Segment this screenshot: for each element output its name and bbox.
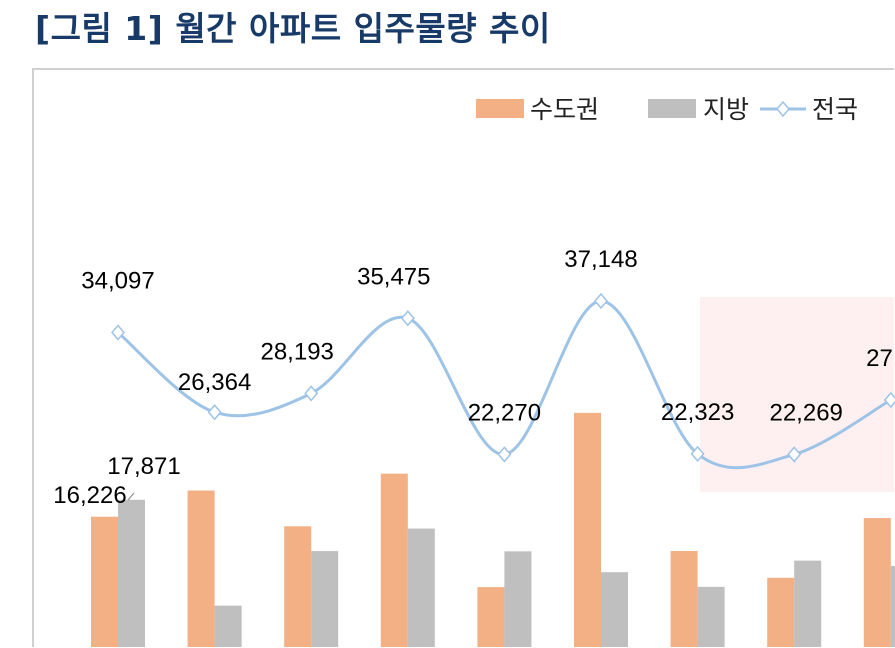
- bar-sudogwon: [670, 551, 698, 647]
- bar-sudogwon: [187, 490, 215, 647]
- chart-frame: [32, 68, 894, 647]
- marker-jeonguk: [111, 324, 125, 341]
- marker-jeonguk: [207, 404, 222, 421]
- bar-sudogwon: [380, 473, 408, 647]
- data-label-jeonguk: 35,475: [357, 263, 430, 290]
- figure-title: [그림 1] 월간 아파트 입주물량 추이: [35, 9, 551, 48]
- bar-jibang: [890, 565, 895, 647]
- legend-marker-icon: [776, 100, 790, 118]
- marker-jeonguk: [497, 446, 512, 463]
- watermark: [700, 297, 894, 492]
- marker-jeonguk: [400, 310, 415, 327]
- bar-sudogwon: [284, 526, 312, 647]
- legend-swatch-sudogwon: [476, 99, 524, 118]
- leader-line: [127, 492, 135, 501]
- bar-sudogwon: [477, 587, 505, 647]
- bar-jibang: [794, 560, 822, 647]
- legend-swatch-jibang: [648, 99, 696, 118]
- bar-jibang: [601, 572, 628, 647]
- data-label-jeonguk: 22,323: [661, 399, 734, 426]
- data-label-jeonguk: 28,193: [260, 338, 333, 365]
- bar-sudogwon: [91, 516, 118, 647]
- bar-jibang: [697, 586, 725, 647]
- bar-jibang: [407, 528, 435, 647]
- marker-jeonguk: [304, 385, 319, 402]
- bar-sudogwon: [767, 577, 795, 647]
- marker-jeonguk: [594, 292, 608, 310]
- legend-label-jeonguk: 전국: [812, 95, 858, 124]
- marker-jeonguk: [787, 446, 802, 463]
- data-label-jeonguk: 37,148: [564, 246, 637, 273]
- legend-label-sudogwon: 수도권: [530, 95, 599, 124]
- bar-jibang: [214, 605, 242, 647]
- bar-jibang: [311, 551, 339, 647]
- legend: 수도권 지방 전국: [476, 95, 858, 124]
- bar-jibang: [118, 499, 145, 647]
- marker-jeonguk: [690, 445, 705, 463]
- bar-sudogwon: [863, 518, 891, 647]
- data-label-jeonguk: 34,097: [81, 267, 154, 294]
- bar-jibang: [504, 551, 532, 647]
- data-label-jeonguk: 27,550: [866, 345, 895, 372]
- bar-sudogwon: [574, 412, 601, 647]
- data-label-jeonguk: 22,269: [769, 399, 842, 426]
- data-label-jeonguk: 22,270: [468, 399, 541, 426]
- legend-label-jibang: 지방: [703, 95, 749, 124]
- data-label-jibang: 17,871: [107, 453, 180, 480]
- data-label-sudogwon: 16,226: [53, 482, 126, 509]
- data-label-jeonguk: 26,364: [178, 369, 251, 396]
